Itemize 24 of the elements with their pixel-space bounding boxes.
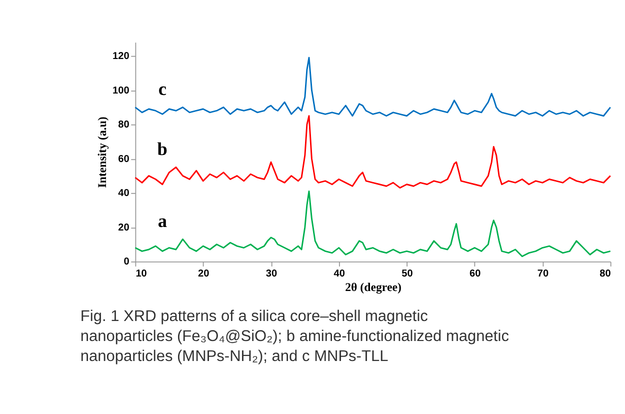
caption: Fig. 1 XRD patterns of a silica core–shell magnetic nanoparticles (Fe₃O₄@SiO₂); b amine-functionalized magnetic nanoparticles (MNPs-NH₂); and c MNPs-TLL: [80, 308, 510, 366]
x-tick-label: 40: [334, 268, 346, 280]
line-series: [134, 115, 612, 189]
x-tick-label: 10: [136, 268, 148, 280]
x-tick-label: 60: [469, 268, 482, 280]
y-tick-label: 0: [124, 256, 130, 268]
x-axis-title: 2θ (degree): [345, 280, 402, 294]
y-tick-label: 120: [112, 51, 130, 62]
line-series: [134, 190, 612, 258]
x-tick-label: 70: [537, 268, 549, 280]
series-label: a: [158, 211, 167, 232]
y-axis-title: Intensity (a.u): [95, 116, 110, 188]
series-label: b: [157, 139, 168, 160]
x-tick-label: 30: [266, 268, 278, 280]
x-tick-label: 20: [198, 268, 210, 280]
line-series: [134, 56, 612, 117]
series-label: c: [158, 79, 166, 100]
x-tick-label: 50: [402, 268, 414, 280]
y-tick-label: 100: [112, 85, 130, 96]
y-tick-label: 80: [118, 120, 130, 131]
y-tick-label: 60: [118, 154, 130, 165]
y-tick-label: 40: [118, 188, 130, 200]
y-tick-label: 20: [118, 222, 130, 234]
x-tick-label: 80: [600, 268, 612, 280]
